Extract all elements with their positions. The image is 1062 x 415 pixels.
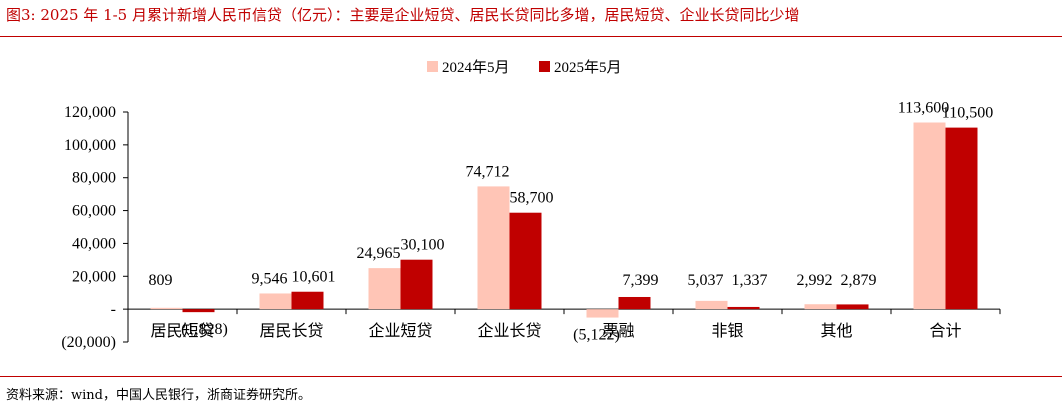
bar-1-7 <box>945 127 978 310</box>
data-label-1-7: 110,500 <box>942 105 993 122</box>
bottom-rule <box>0 376 1062 377</box>
x-tick-label-5: 非银 <box>711 322 743 340</box>
data-label-0-5: 5,037 <box>688 272 724 289</box>
bar-1-6 <box>836 304 869 310</box>
data-label-0-4: (5,122) <box>573 327 620 344</box>
data-label-1-6: 2,879 <box>841 272 877 289</box>
x-tick-label-4: 票融 <box>602 322 634 340</box>
x-tick-label-0: 居民短贷 <box>150 322 214 340</box>
legend-label-0: 2024年5月 <box>442 59 510 76</box>
data-label-0-6: 2,992 <box>797 272 833 289</box>
data-label-0-0: 809 <box>149 272 173 289</box>
data-label-1-2: 30,100 <box>401 237 445 254</box>
bar-1-5 <box>727 306 760 310</box>
data-label-1-3: 58,700 <box>510 190 554 207</box>
y-tick-label-3: 40,000 <box>72 235 116 252</box>
bar-1-4 <box>618 296 651 310</box>
y-tick-label-7: 120,000 <box>64 104 116 121</box>
data-label-0-3: 74,712 <box>466 163 510 180</box>
data-label-1-1: 10,601 <box>292 269 336 286</box>
x-tick-label-3: 企业长贷 <box>477 322 541 340</box>
bar-0-4 <box>586 309 619 318</box>
x-tick-label-2: 企业短贷 <box>368 322 432 340</box>
bar-0-6 <box>804 304 837 310</box>
top-rule <box>0 36 1062 37</box>
bar-0-5 <box>695 300 728 310</box>
bar-chart: 2024年5月 2025年5月 (20,000) - 20,000 40,000 60,00… <box>61 59 1001 351</box>
bar-1-3 <box>509 212 542 310</box>
bar-0-1 <box>259 293 292 310</box>
data-label-0-7: 113,600 <box>898 100 949 117</box>
data-label-1-5: 1,337 <box>732 272 768 289</box>
x-tick-label-1: 居民长贷 <box>259 322 323 340</box>
legend-label-1: 2025年5月 <box>554 59 622 76</box>
legend-swatch-1 <box>539 61 550 72</box>
data-label-0-2: 24,965 <box>357 245 401 262</box>
bar-1-0 <box>182 309 215 313</box>
chart-title: 图3: 2025 年 1-5 月累计新增人民币信贷（亿元）：主要是企业短贷、居民… <box>6 6 800 24</box>
x-tick-label-6: 其他 <box>820 322 852 340</box>
y-tick-label-1: - <box>111 301 116 318</box>
data-label-0-1: 9,546 <box>252 270 288 287</box>
data-label-1-0: (1,828) <box>181 321 228 338</box>
x-tick-label-7: 合计 <box>929 322 961 340</box>
legend-swatch-0 <box>427 61 438 72</box>
bar-0-7 <box>913 122 946 310</box>
y-tick-label-0: (20,000) <box>61 334 116 351</box>
source-note: 资料来源：wind，中国人民银行，浙商证券研究所。 <box>6 388 311 403</box>
bar-1-1 <box>291 291 324 310</box>
bar-1-2 <box>400 259 433 310</box>
bar-0-0 <box>150 307 183 310</box>
bar-0-3 <box>477 186 510 310</box>
bar-0-2 <box>368 268 401 310</box>
y-tick-label-6: 100,000 <box>64 137 116 154</box>
y-tick-label-4: 60,000 <box>72 203 116 220</box>
data-label-1-4: 7,399 <box>623 272 659 289</box>
y-tick-label-2: 20,000 <box>72 268 116 285</box>
y-tick-label-5: 80,000 <box>72 170 116 187</box>
